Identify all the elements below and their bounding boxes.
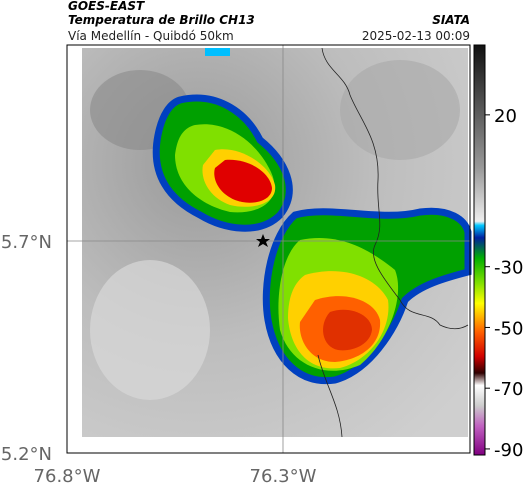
- timestamp: 2025-02-13 00:09: [362, 29, 470, 43]
- colorbar-tick-label: -30: [494, 258, 523, 279]
- colorbar-tick-label: 20: [494, 106, 517, 127]
- subtitle: Vía Medellín - Quibdó 50km: [68, 29, 234, 43]
- colorbar-tick-label: -90: [494, 440, 523, 461]
- brand: SIATA: [432, 13, 470, 27]
- map: [66, 44, 472, 454]
- x-tick-label: 76.8°W: [34, 466, 101, 487]
- x-tick-label: 76.3°W: [250, 466, 317, 487]
- y-tick-label: 5.7°N: [1, 232, 52, 253]
- colorbar: [473, 44, 486, 456]
- source: GOES-EAST: [68, 0, 145, 13]
- title: Temperatura de Brillo CH13: [68, 13, 255, 27]
- colorbar-tick-label: -50: [494, 318, 523, 339]
- y-tick-label: 5.2°N: [1, 444, 52, 465]
- colorbar-tick-label: -70: [494, 379, 523, 400]
